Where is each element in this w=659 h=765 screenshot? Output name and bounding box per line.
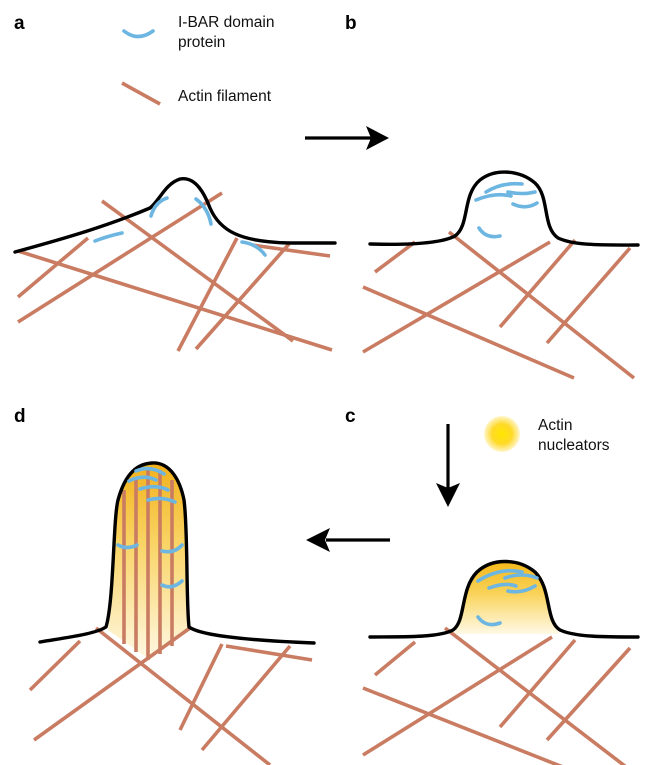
panel-c bbox=[362, 559, 640, 765]
nucleators-label-line2: nucleators bbox=[538, 437, 610, 454]
panel-label-d: d bbox=[14, 406, 26, 427]
arrow-c-to-d bbox=[306, 528, 390, 552]
legend-actin-label: Actin filament bbox=[178, 88, 272, 105]
panel-label-c: c bbox=[345, 406, 356, 427]
actin-nucleator-icon bbox=[484, 416, 520, 452]
ibar-proteins bbox=[476, 568, 539, 627]
panel-label-a: a bbox=[14, 13, 25, 34]
actin-filaments bbox=[28, 470, 313, 765]
actin-filaments bbox=[16, 191, 333, 352]
membrane bbox=[368, 170, 640, 247]
nucleators-legend: Actin nucleators bbox=[484, 416, 610, 454]
nucleators-label-line1: Actin bbox=[538, 417, 572, 434]
panel-b bbox=[362, 170, 640, 380]
arrow-a-to-b bbox=[305, 126, 389, 150]
membrane bbox=[368, 559, 640, 639]
ibar-proteins bbox=[116, 466, 184, 589]
legend-ibar-label-line1: I-BAR domain bbox=[178, 14, 274, 31]
legend-actin-icon bbox=[121, 81, 161, 106]
membrane bbox=[13, 177, 337, 254]
actin-filaments bbox=[362, 230, 636, 380]
legend-ibar-icon bbox=[122, 29, 155, 39]
membrane bbox=[38, 461, 316, 645]
arrow-b-to-c bbox=[436, 424, 460, 507]
actin-filaments bbox=[362, 626, 632, 765]
ibar-proteins bbox=[474, 181, 539, 239]
legend-ibar-label-line2: protein bbox=[178, 34, 225, 51]
panel-a bbox=[13, 177, 337, 352]
ibar-proteins bbox=[93, 196, 267, 257]
legend: I-BAR domain protein Actin filament bbox=[121, 14, 274, 106]
panel-d bbox=[28, 461, 316, 765]
panel-label-b: b bbox=[345, 13, 357, 34]
